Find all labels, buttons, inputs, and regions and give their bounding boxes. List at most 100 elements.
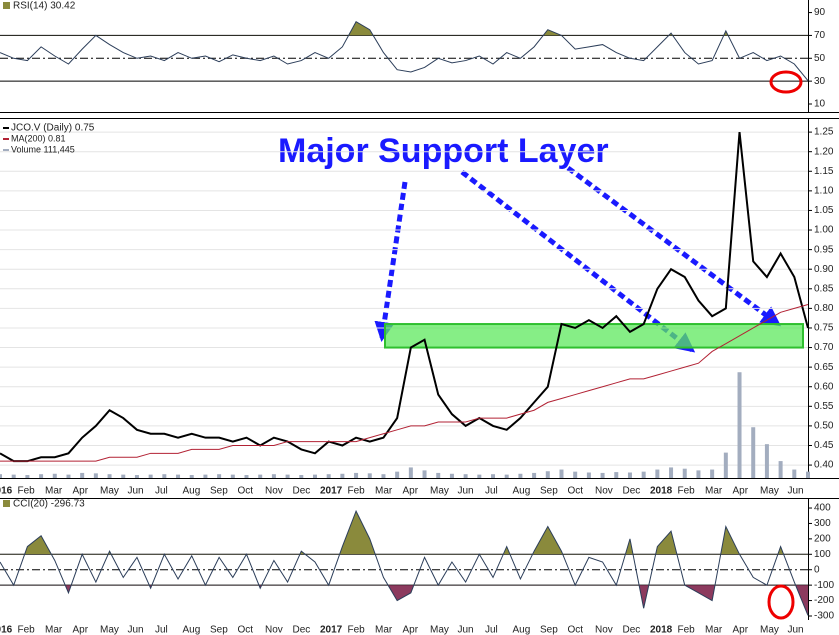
x-tick-label: May <box>100 625 119 635</box>
y-tick-label: 1.00 <box>814 225 834 236</box>
volume-bar <box>217 474 222 478</box>
x-tick-label: Mar <box>45 486 63 497</box>
y-tick-label: 300 <box>814 518 831 529</box>
indicator-fill <box>0 585 808 616</box>
y-tick-label: 70 <box>814 30 826 41</box>
x-tick-label: Apr <box>73 486 89 497</box>
x-tick-label: Jun <box>788 486 804 497</box>
volume-bar <box>271 474 276 478</box>
volume-bar <box>518 473 523 478</box>
y-tick-label: 0.65 <box>814 362 834 373</box>
volume-bar <box>600 472 605 478</box>
y-tick-label: 0.75 <box>814 323 834 334</box>
volume-bar <box>710 469 715 478</box>
volume-bar <box>11 474 16 478</box>
volume-bar <box>463 474 468 478</box>
x-tick-label: Sep <box>540 625 558 635</box>
x-tick-label: Mar <box>45 625 63 635</box>
volume-bar <box>354 472 359 478</box>
x-tick-label: Nov <box>595 486 613 497</box>
volume-bar <box>189 475 194 478</box>
x-tick-label: 2018 <box>650 625 673 635</box>
x-tick-label: Dec <box>293 625 311 635</box>
x-tick-label: Mar <box>705 625 723 635</box>
panel-frames <box>0 0 839 620</box>
data-line <box>0 131 809 463</box>
volume-bar <box>764 444 769 478</box>
volume-bar <box>641 471 646 478</box>
y-tick-label: 0.45 <box>814 440 834 451</box>
x-tick-label: Oct <box>238 625 254 635</box>
panel-title: RSI(14) 30.42 <box>13 1 76 12</box>
volume-bar <box>148 474 153 478</box>
legend-entry: JCO.V (Daily) 0.75 <box>11 123 95 134</box>
volume-bar <box>682 468 687 478</box>
arrows <box>374 165 782 353</box>
x-tick-label: 2016 <box>0 625 13 635</box>
volume-bar <box>559 469 564 478</box>
x-tick-label: Mar <box>375 486 393 497</box>
volume-bar <box>203 474 208 478</box>
x-tick-label: Sep <box>210 625 228 635</box>
volume-bar <box>723 452 728 478</box>
y-tick-label: -200 <box>814 595 834 606</box>
volume-bar <box>532 472 537 478</box>
y-tick-label: 1.25 <box>814 127 834 138</box>
x-tick-label: Mar <box>375 625 393 635</box>
x-tick-label: Feb <box>18 486 36 497</box>
volume-bar <box>107 474 112 478</box>
volume-bar <box>655 469 660 478</box>
volume-bar <box>778 461 783 478</box>
volume-bar <box>66 474 71 478</box>
x-tick-label: Dec <box>623 486 641 497</box>
x-tick-label: Nov <box>265 625 283 635</box>
volume-bar <box>39 474 44 478</box>
volume-bar <box>614 472 619 478</box>
x-tick-label: Apr <box>403 486 419 497</box>
y-tick-label: 1.20 <box>814 146 834 157</box>
x-tick-label: Apr <box>733 486 749 497</box>
x-tick-label: Nov <box>265 486 283 497</box>
y-tick-label: 0.55 <box>814 401 834 412</box>
volume-bar <box>244 475 249 478</box>
x-tick-label: Jul <box>155 625 168 635</box>
volume-bar <box>408 467 413 478</box>
y-tick-label: 0.70 <box>814 342 834 353</box>
volume-bar <box>312 474 317 478</box>
x-tick-label: Mar <box>705 486 723 497</box>
x-tick-label: Feb <box>678 486 696 497</box>
volume-bar <box>573 471 578 478</box>
x-tick-label: 2018 <box>650 486 673 497</box>
x-tick-label: Jun <box>458 486 474 497</box>
x-tick-label: May <box>760 625 779 635</box>
y-tick-label: -300 <box>814 611 834 622</box>
y-tick-label: 1.10 <box>814 186 834 197</box>
x-tick-label: May <box>430 486 449 497</box>
y-tick-label: 10 <box>814 99 826 110</box>
x-tick-label: Jun <box>128 625 144 635</box>
volume-bar <box>326 474 331 478</box>
y-tick-label: 0.50 <box>814 421 834 432</box>
x-tick-label: Aug <box>513 486 531 497</box>
x-tick-label: May <box>760 486 779 497</box>
volume-bar <box>299 475 304 478</box>
y-tick-label: 200 <box>814 534 831 545</box>
legend-entry: Volume 111,445 <box>11 144 75 154</box>
highlight-circle <box>769 70 803 94</box>
y-tick-label: 0 <box>814 564 820 575</box>
annotation: Major Support Layer <box>278 132 609 170</box>
y-tick-label: 50 <box>814 53 826 64</box>
y-tick-label: 100 <box>814 549 831 560</box>
volume-bar <box>93 473 98 478</box>
volume-bar <box>230 474 235 478</box>
x-tick-label: Jun <box>458 625 474 635</box>
volume-bar <box>162 474 167 478</box>
legend-entry: MA(200) 0.81 <box>11 133 66 143</box>
volume-bar <box>669 467 674 478</box>
x-tick-label: Apr <box>733 625 749 635</box>
volume-bar <box>134 475 139 478</box>
x-tick-label: Apr <box>403 625 419 635</box>
volume-bar <box>586 472 591 478</box>
